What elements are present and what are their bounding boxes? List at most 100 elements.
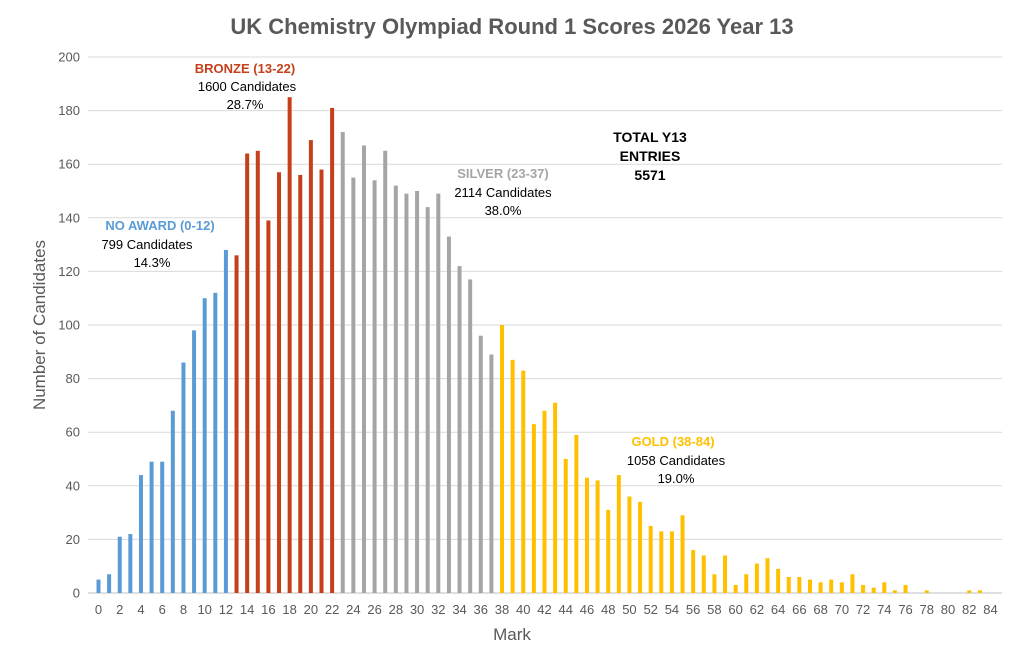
annotation-no-award: NO AWARD (0-12) 799 Candidates 14.3% bbox=[101, 218, 214, 270]
bar-no-award bbox=[149, 461, 154, 593]
bar-gold bbox=[531, 424, 536, 593]
bar-gold bbox=[595, 480, 600, 593]
x-tick-label: 46 bbox=[580, 602, 594, 617]
bar-silver bbox=[361, 145, 366, 593]
x-tick-label: 36 bbox=[474, 602, 488, 617]
y-tick-label: 180 bbox=[58, 103, 80, 118]
bar-silver bbox=[340, 132, 345, 594]
bar-gold bbox=[818, 582, 823, 593]
x-axis-ticks: 0 2 4 6 8 10 12 14 16 18 20 22 24 26 28 30 32 34 36 38 40 42 4… bbox=[95, 602, 998, 617]
bar-gold bbox=[882, 582, 887, 593]
annotation-bronze: BRONZE (13-22) 1600 Candidates 28.7% bbox=[195, 61, 297, 112]
x-tick-label: 44 bbox=[559, 602, 573, 617]
y-tick-label: 20 bbox=[66, 532, 80, 547]
bar-bronze bbox=[255, 150, 260, 594]
annotation-gold: GOLD (38-84) 1058 Candidates 19.0% bbox=[627, 434, 726, 486]
bar-silver bbox=[415, 191, 420, 593]
x-tick-label: 24 bbox=[346, 602, 360, 617]
x-tick-label: 6 bbox=[159, 602, 166, 617]
bar-gold bbox=[553, 402, 558, 593]
bar-silver bbox=[383, 150, 388, 594]
bar-silver bbox=[468, 279, 473, 593]
bar-gold bbox=[648, 526, 653, 593]
x-tick-label: 2 bbox=[116, 602, 123, 617]
bar-gold bbox=[521, 370, 526, 593]
bar-silver bbox=[457, 266, 462, 593]
y-tick-label: 40 bbox=[66, 478, 80, 493]
bar-bronze bbox=[319, 169, 324, 593]
annotation-no-award-count: 799 Candidates bbox=[101, 237, 193, 252]
annotation-gold-percent: 19.0% bbox=[658, 471, 695, 486]
bar-gold bbox=[754, 563, 759, 593]
bar-gold bbox=[924, 590, 929, 593]
bar-bronze bbox=[287, 97, 292, 593]
bar-gold bbox=[861, 584, 866, 593]
bar-gold bbox=[744, 574, 749, 593]
bar-gold bbox=[616, 475, 621, 593]
bar-gold bbox=[574, 434, 579, 593]
bar-bronze bbox=[245, 153, 250, 594]
bar-bronze bbox=[277, 172, 282, 594]
x-tick-label: 60 bbox=[728, 602, 742, 617]
y-axis-title: Number of Candidates bbox=[30, 240, 49, 410]
annotation-no-award-title: NO AWARD (0-12) bbox=[105, 218, 214, 233]
x-tick-label: 56 bbox=[686, 602, 700, 617]
bar-gold bbox=[542, 410, 547, 593]
x-tick-label: 54 bbox=[665, 602, 679, 617]
bar-gold bbox=[850, 574, 855, 593]
y-tick-label: 160 bbox=[58, 157, 80, 172]
total-entries-line1: TOTAL Y13 bbox=[613, 129, 687, 145]
bar-gold bbox=[638, 501, 643, 593]
x-tick-label: 62 bbox=[750, 602, 764, 617]
bar-bronze bbox=[330, 107, 335, 594]
bar-silver bbox=[372, 180, 377, 593]
y-tick-label: 140 bbox=[58, 210, 80, 225]
y-tick-label: 60 bbox=[66, 425, 80, 440]
annotation-silver-title: SILVER (23-37) bbox=[457, 166, 549, 181]
bar-bronze bbox=[308, 140, 313, 593]
x-tick-label: 84 bbox=[983, 602, 997, 617]
bar-gold bbox=[765, 558, 770, 593]
x-tick-label: 4 bbox=[137, 602, 144, 617]
x-tick-label: 78 bbox=[920, 602, 934, 617]
x-tick-label: 68 bbox=[813, 602, 827, 617]
bar-gold bbox=[723, 555, 728, 593]
bar-silver bbox=[478, 335, 483, 593]
bar-gold bbox=[691, 550, 696, 593]
x-tick-label: 72 bbox=[856, 602, 870, 617]
y-axis-ticks: 0 20 40 60 80 100 120 140 160 180 200 bbox=[58, 50, 80, 601]
bar-gold bbox=[584, 477, 589, 593]
x-tick-label: 8 bbox=[180, 602, 187, 617]
bar-gold bbox=[659, 531, 664, 593]
x-tick-label: 0 bbox=[95, 602, 102, 617]
annotation-silver: SILVER (23-37) 2114 Candidates 38.0% bbox=[454, 166, 552, 218]
chart-title: UK Chemistry Olympiad Round 1 Scores 202… bbox=[230, 14, 793, 39]
y-tick-label: 80 bbox=[66, 371, 80, 386]
bar-silver bbox=[351, 177, 356, 593]
bar-gold bbox=[712, 574, 717, 593]
x-tick-label: 70 bbox=[835, 602, 849, 617]
bar-gold bbox=[967, 590, 972, 593]
x-tick-label: 66 bbox=[792, 602, 806, 617]
bar-no-award bbox=[138, 475, 143, 593]
x-tick-label: 38 bbox=[495, 602, 509, 617]
x-tick-label: 50 bbox=[622, 602, 636, 617]
x-tick-label: 20 bbox=[304, 602, 318, 617]
x-axis-title: Mark bbox=[493, 625, 531, 644]
annotation-silver-count: 2114 Candidates bbox=[454, 185, 552, 200]
total-entries-annotation: TOTAL Y13 ENTRIES 5571 bbox=[613, 129, 687, 183]
bar-no-award bbox=[202, 298, 207, 593]
bar-gold bbox=[903, 584, 908, 593]
y-tick-label: 100 bbox=[58, 318, 80, 333]
bar-gold bbox=[701, 555, 706, 593]
bar-silver bbox=[425, 207, 430, 593]
bar-no-award bbox=[170, 410, 175, 593]
x-tick-label: 18 bbox=[282, 602, 296, 617]
annotation-no-award-percent: 14.3% bbox=[134, 255, 171, 270]
bar-bronze bbox=[234, 255, 239, 593]
bar-silver bbox=[436, 193, 441, 593]
annotation-bronze-count: 1600 Candidates bbox=[198, 79, 297, 94]
x-tick-label: 76 bbox=[898, 602, 912, 617]
bar-no-award bbox=[213, 292, 218, 593]
